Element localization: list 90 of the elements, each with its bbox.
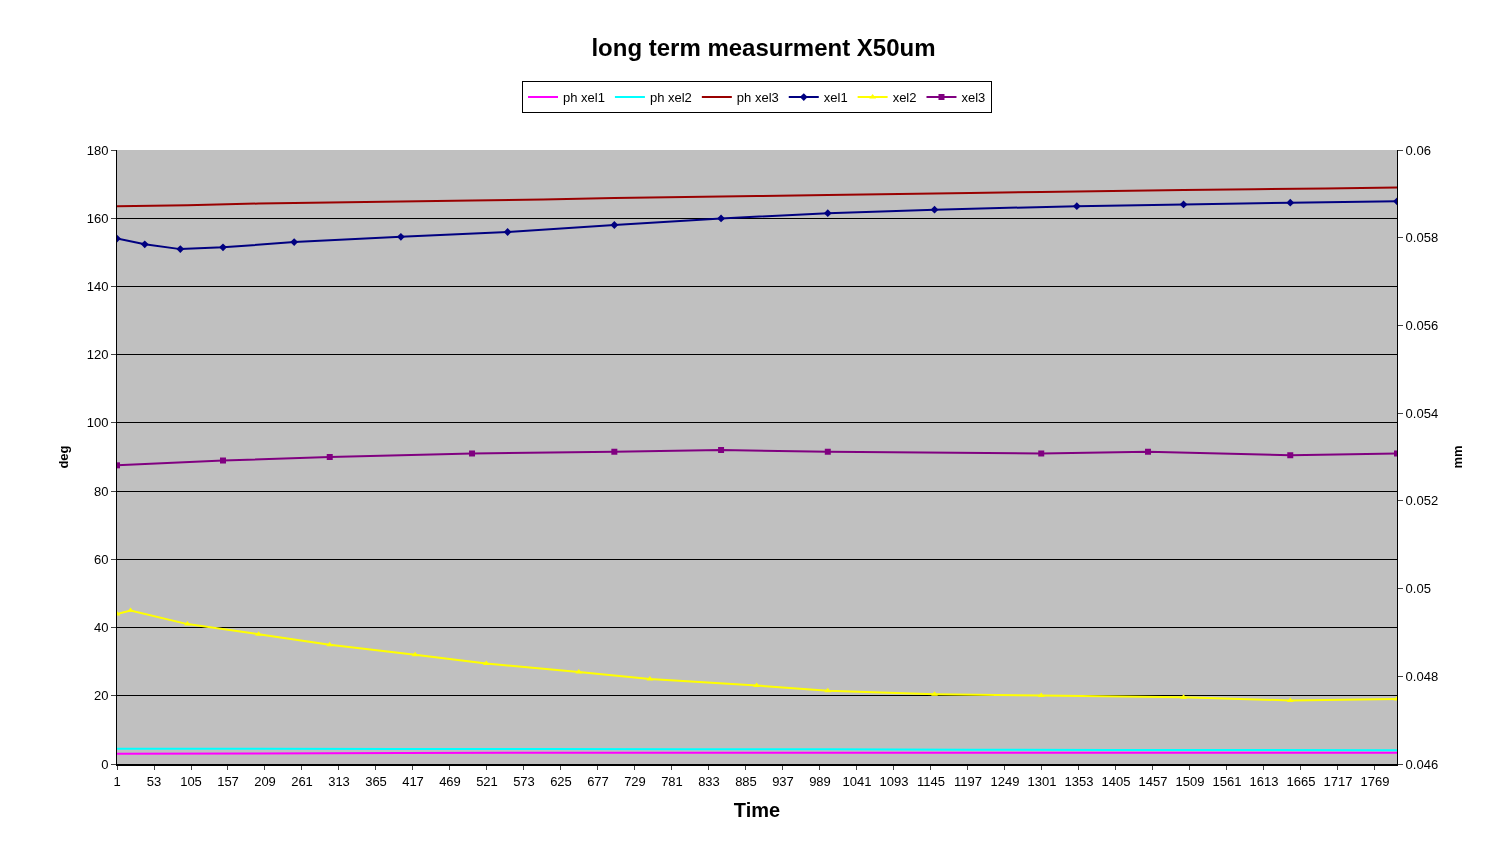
x-tick-label: 365 xyxy=(365,773,387,789)
x-tick-label: 1301 xyxy=(1027,773,1057,789)
legend-label: ph xel1 xyxy=(563,90,605,106)
point xyxy=(931,691,938,696)
point xyxy=(290,238,299,246)
point xyxy=(176,245,185,254)
x-tick-label: 1197 xyxy=(953,773,982,789)
x-tick-label: 1249 xyxy=(990,773,1020,789)
y2-tick-label: 0.056 xyxy=(1405,317,1439,333)
point xyxy=(220,457,227,464)
y2-axis-title: mm xyxy=(1449,445,1465,469)
x-tick-label: 1769 xyxy=(1360,773,1390,789)
x-tick-label: 1457 xyxy=(1138,773,1168,789)
y-tick-label: 20 xyxy=(93,688,109,704)
x-tick-label: 1613 xyxy=(1249,773,1279,789)
y2-tick-label: 0.054 xyxy=(1405,405,1439,421)
x-tick-label: 729 xyxy=(624,773,646,789)
y-tick-label: 160 xyxy=(86,210,109,226)
x-tick-label: 209 xyxy=(254,773,276,789)
x-tick-label: 105 xyxy=(180,773,202,789)
x-tick-label: 261 xyxy=(291,773,313,789)
line-series xyxy=(117,607,1397,702)
y-tick-label: 140 xyxy=(86,278,109,294)
y2-tick-label: 0.06 xyxy=(1405,142,1431,158)
chart-title: long term measurment X50um xyxy=(591,33,936,61)
x-tick-label: 677 xyxy=(587,773,609,789)
point xyxy=(1072,202,1081,211)
x-tick-label: 885 xyxy=(735,773,757,789)
y-tick-label: 180 xyxy=(86,142,109,158)
x-tick-label: 781 xyxy=(661,773,683,789)
x-tick-label: 313 xyxy=(328,773,350,789)
y-tick-label: 120 xyxy=(86,347,109,363)
point xyxy=(219,243,227,252)
x-tick-label: 625 xyxy=(550,773,572,789)
line-series xyxy=(117,186,1397,208)
y-tick-label: 80 xyxy=(93,483,109,499)
x-tick-label: 53 xyxy=(146,773,162,789)
point xyxy=(824,448,831,455)
y-tick-label: 100 xyxy=(86,415,109,431)
point xyxy=(1144,448,1151,455)
x-tick-label: 573 xyxy=(513,773,535,789)
x-tick-label: 1717 xyxy=(1323,773,1353,789)
point xyxy=(1286,198,1295,207)
point xyxy=(1179,200,1188,209)
point xyxy=(140,240,149,249)
y-tick-label: 0 xyxy=(101,756,109,772)
y-axis-title: deg xyxy=(55,445,71,469)
x-tick-label: 1093 xyxy=(879,773,909,789)
x-axis-title: Time xyxy=(733,798,781,821)
x-tick-label: 157 xyxy=(217,773,239,789)
point xyxy=(127,607,134,612)
point xyxy=(1287,452,1294,459)
x-tick-label: 1041 xyxy=(842,773,872,789)
x-tick-label: 989 xyxy=(809,773,831,789)
point xyxy=(823,209,832,218)
x-tick-label: 1 xyxy=(113,773,121,789)
x-tick-label: 833 xyxy=(698,773,720,789)
legend-label: xel2 xyxy=(892,90,917,106)
y-tick-label: 60 xyxy=(93,551,109,567)
point xyxy=(503,228,512,236)
y2-tick-label: 0.058 xyxy=(1405,230,1439,246)
y2-tick-label: 0.048 xyxy=(1405,668,1439,684)
x-tick-label: 1561 xyxy=(1212,773,1242,789)
point xyxy=(930,205,939,214)
x-tick-label: 1665 xyxy=(1286,773,1316,789)
y2-tick-label: 0.05 xyxy=(1405,581,1431,597)
y-tick-label: 40 xyxy=(93,620,109,636)
y2-tick-label: 0.052 xyxy=(1405,493,1439,509)
point xyxy=(326,454,333,460)
x-tick-label: 937 xyxy=(772,773,794,789)
x-tick-label: 1353 xyxy=(1064,773,1094,789)
point xyxy=(482,660,490,666)
point xyxy=(610,221,619,229)
x-tick-label: 521 xyxy=(476,773,498,789)
x-tick-label: 417 xyxy=(402,773,424,789)
legend-label: xel1 xyxy=(823,90,848,106)
point xyxy=(469,450,476,457)
x-tick-label: 1145 xyxy=(916,773,945,789)
legend-label: ph xel3 xyxy=(736,90,779,106)
y2-tick-label: 0.046 xyxy=(1405,756,1439,772)
point xyxy=(718,446,725,453)
line-series xyxy=(117,446,1397,469)
legend-label: ph xel2 xyxy=(649,90,692,106)
x-tick-label: 1509 xyxy=(1175,773,1205,789)
legend-label: xel3 xyxy=(961,90,986,106)
x-tick-label: 1405 xyxy=(1101,773,1131,789)
point xyxy=(611,448,618,455)
x-tick-label: 469 xyxy=(439,773,461,789)
point xyxy=(1038,450,1045,457)
point xyxy=(717,214,725,223)
